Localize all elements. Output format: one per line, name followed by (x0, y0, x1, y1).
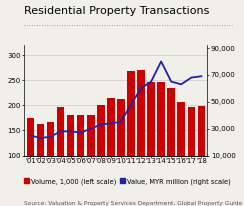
Bar (117, 99, 125, 206)
Bar (87, 115, 94, 206)
Legend: Volume, 1,000 (left scale), Value, MYR million (right scale): Volume, 1,000 (left scale), Value, MYR m… (24, 178, 231, 185)
Bar (27, 118, 34, 206)
Bar (57, 107, 64, 206)
Bar (177, 102, 185, 206)
Bar (37, 124, 44, 206)
Bar (47, 122, 54, 206)
Bar (137, 70, 145, 206)
Bar (147, 82, 155, 206)
Bar (198, 106, 205, 206)
Bar (188, 107, 195, 206)
Bar (67, 115, 74, 206)
Bar (107, 98, 115, 206)
Bar (157, 82, 165, 206)
Bar (97, 105, 105, 206)
Text: Source: Valuation & Property Services Department, Global Property Guide: Source: Valuation & Property Services De… (24, 201, 243, 206)
Bar (167, 88, 175, 206)
Text: Residential Property Transactions: Residential Property Transactions (24, 6, 210, 16)
Bar (127, 71, 135, 206)
Bar (77, 115, 84, 206)
